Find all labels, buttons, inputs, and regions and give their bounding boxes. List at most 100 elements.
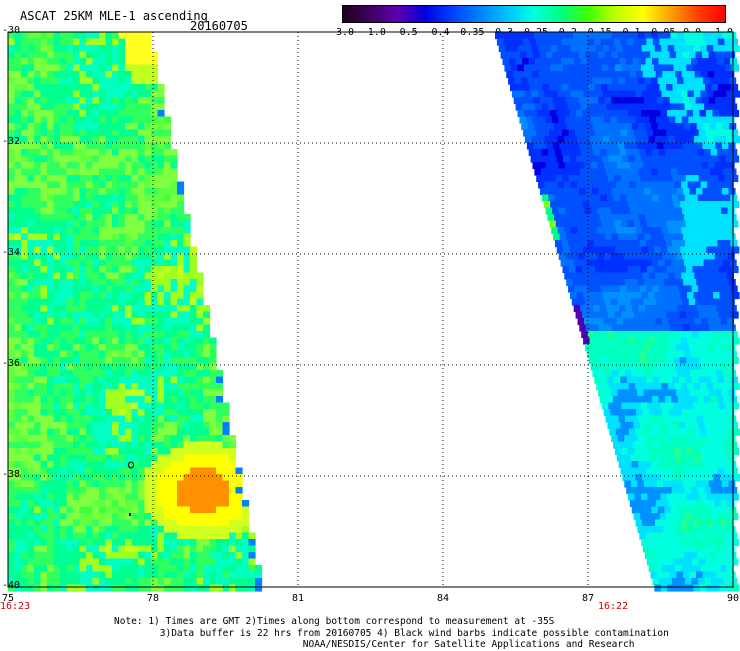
swath-cell [637, 389, 645, 397]
swath-cell [718, 357, 726, 365]
swath-cell [151, 324, 159, 332]
swath-cell [151, 584, 159, 592]
swath-cell [92, 103, 100, 111]
swath-cell [640, 266, 648, 274]
swath-cell [105, 578, 113, 586]
swath-cell [177, 396, 185, 404]
swath-cell [73, 188, 81, 196]
swath-cell [66, 188, 74, 196]
swath-cell [21, 552, 29, 560]
swath-cell [671, 214, 679, 222]
swath-cell [728, 233, 736, 241]
swath-cell [536, 84, 544, 92]
swath-cell [727, 454, 735, 462]
swath-cell [611, 142, 619, 150]
swath-cell [623, 162, 631, 170]
swath-cell [157, 448, 165, 456]
swath-cell [112, 506, 120, 514]
swath-cell [92, 428, 100, 436]
swath-cell [73, 383, 81, 391]
swath-cell [579, 324, 587, 332]
swath-cell [652, 532, 660, 540]
swath-cell [157, 97, 165, 105]
swath-cell [723, 149, 731, 157]
swath-cell [47, 64, 55, 72]
swath-cell [663, 279, 671, 287]
swath-cell [589, 292, 597, 300]
swath-cell [92, 272, 100, 280]
swath-cell [125, 435, 133, 443]
swath-cell [92, 487, 100, 495]
swath-cell [157, 116, 165, 124]
swath-cell [630, 389, 638, 397]
swath-cell [144, 246, 152, 254]
swath-cell [710, 441, 718, 449]
swath-cell [658, 149, 666, 157]
swath-cell [86, 376, 94, 384]
swath-cell [657, 370, 665, 378]
swath-cell [34, 155, 42, 163]
swath-cell [661, 292, 669, 300]
swath-cell [573, 259, 581, 267]
swath-cell [663, 480, 671, 488]
swath-cell [66, 357, 74, 365]
swath-cell [53, 201, 61, 209]
swath-cell [164, 129, 172, 137]
swath-cell [125, 311, 133, 319]
swath-cell [722, 32, 730, 40]
swath-cell [157, 168, 165, 176]
swath-cell [627, 175, 635, 183]
swath-cell [626, 331, 634, 339]
swath-cell [151, 331, 159, 339]
swath-cell [714, 253, 722, 261]
swath-cell [684, 259, 692, 267]
swath-cell [723, 350, 731, 358]
swath-cell [203, 344, 211, 352]
swath-cell [118, 32, 126, 40]
swath-cell [203, 461, 211, 469]
swath-cell [618, 32, 626, 40]
swath-cell [177, 565, 185, 573]
swath-cell [190, 545, 198, 553]
swath-cell [34, 578, 42, 586]
swath-cell [209, 428, 217, 436]
swath-cell [657, 32, 665, 40]
swath-cell [691, 578, 699, 586]
swath-cell [118, 305, 126, 313]
swath-cell [112, 214, 120, 222]
swath-cell [86, 441, 94, 449]
swath-cell [47, 136, 55, 144]
swath-cell [183, 558, 191, 566]
swath-cell [611, 389, 619, 397]
swath-cell [640, 175, 648, 183]
swath-cell [727, 344, 735, 352]
swath-cell [99, 194, 107, 202]
swath-cell [60, 357, 68, 365]
swath-cell [164, 168, 172, 176]
swath-cell [547, 32, 555, 40]
swath-cell [705, 402, 713, 410]
swath-cell [719, 90, 727, 98]
swath-cell [151, 357, 159, 365]
swath-cell [710, 350, 718, 358]
swath-cell [27, 584, 35, 592]
swath-cell [47, 526, 55, 534]
swath-cell [601, 266, 609, 274]
swath-cell [144, 519, 152, 527]
swath-cell [66, 298, 74, 306]
swath-cell [27, 123, 35, 131]
swath-cell [648, 337, 656, 345]
swath-cell [144, 188, 152, 196]
swath-cell [157, 493, 165, 501]
swath-cell [47, 155, 55, 163]
swath-cell [626, 58, 634, 66]
swath-cell [60, 318, 68, 326]
swath-cell [86, 578, 94, 586]
swath-cell [648, 227, 656, 235]
swath-cell [53, 428, 61, 436]
swath-cell [99, 324, 107, 332]
swath-cell [619, 103, 627, 111]
swath-cell [695, 389, 703, 397]
swath-cell [151, 545, 159, 553]
swath-cell [594, 175, 602, 183]
